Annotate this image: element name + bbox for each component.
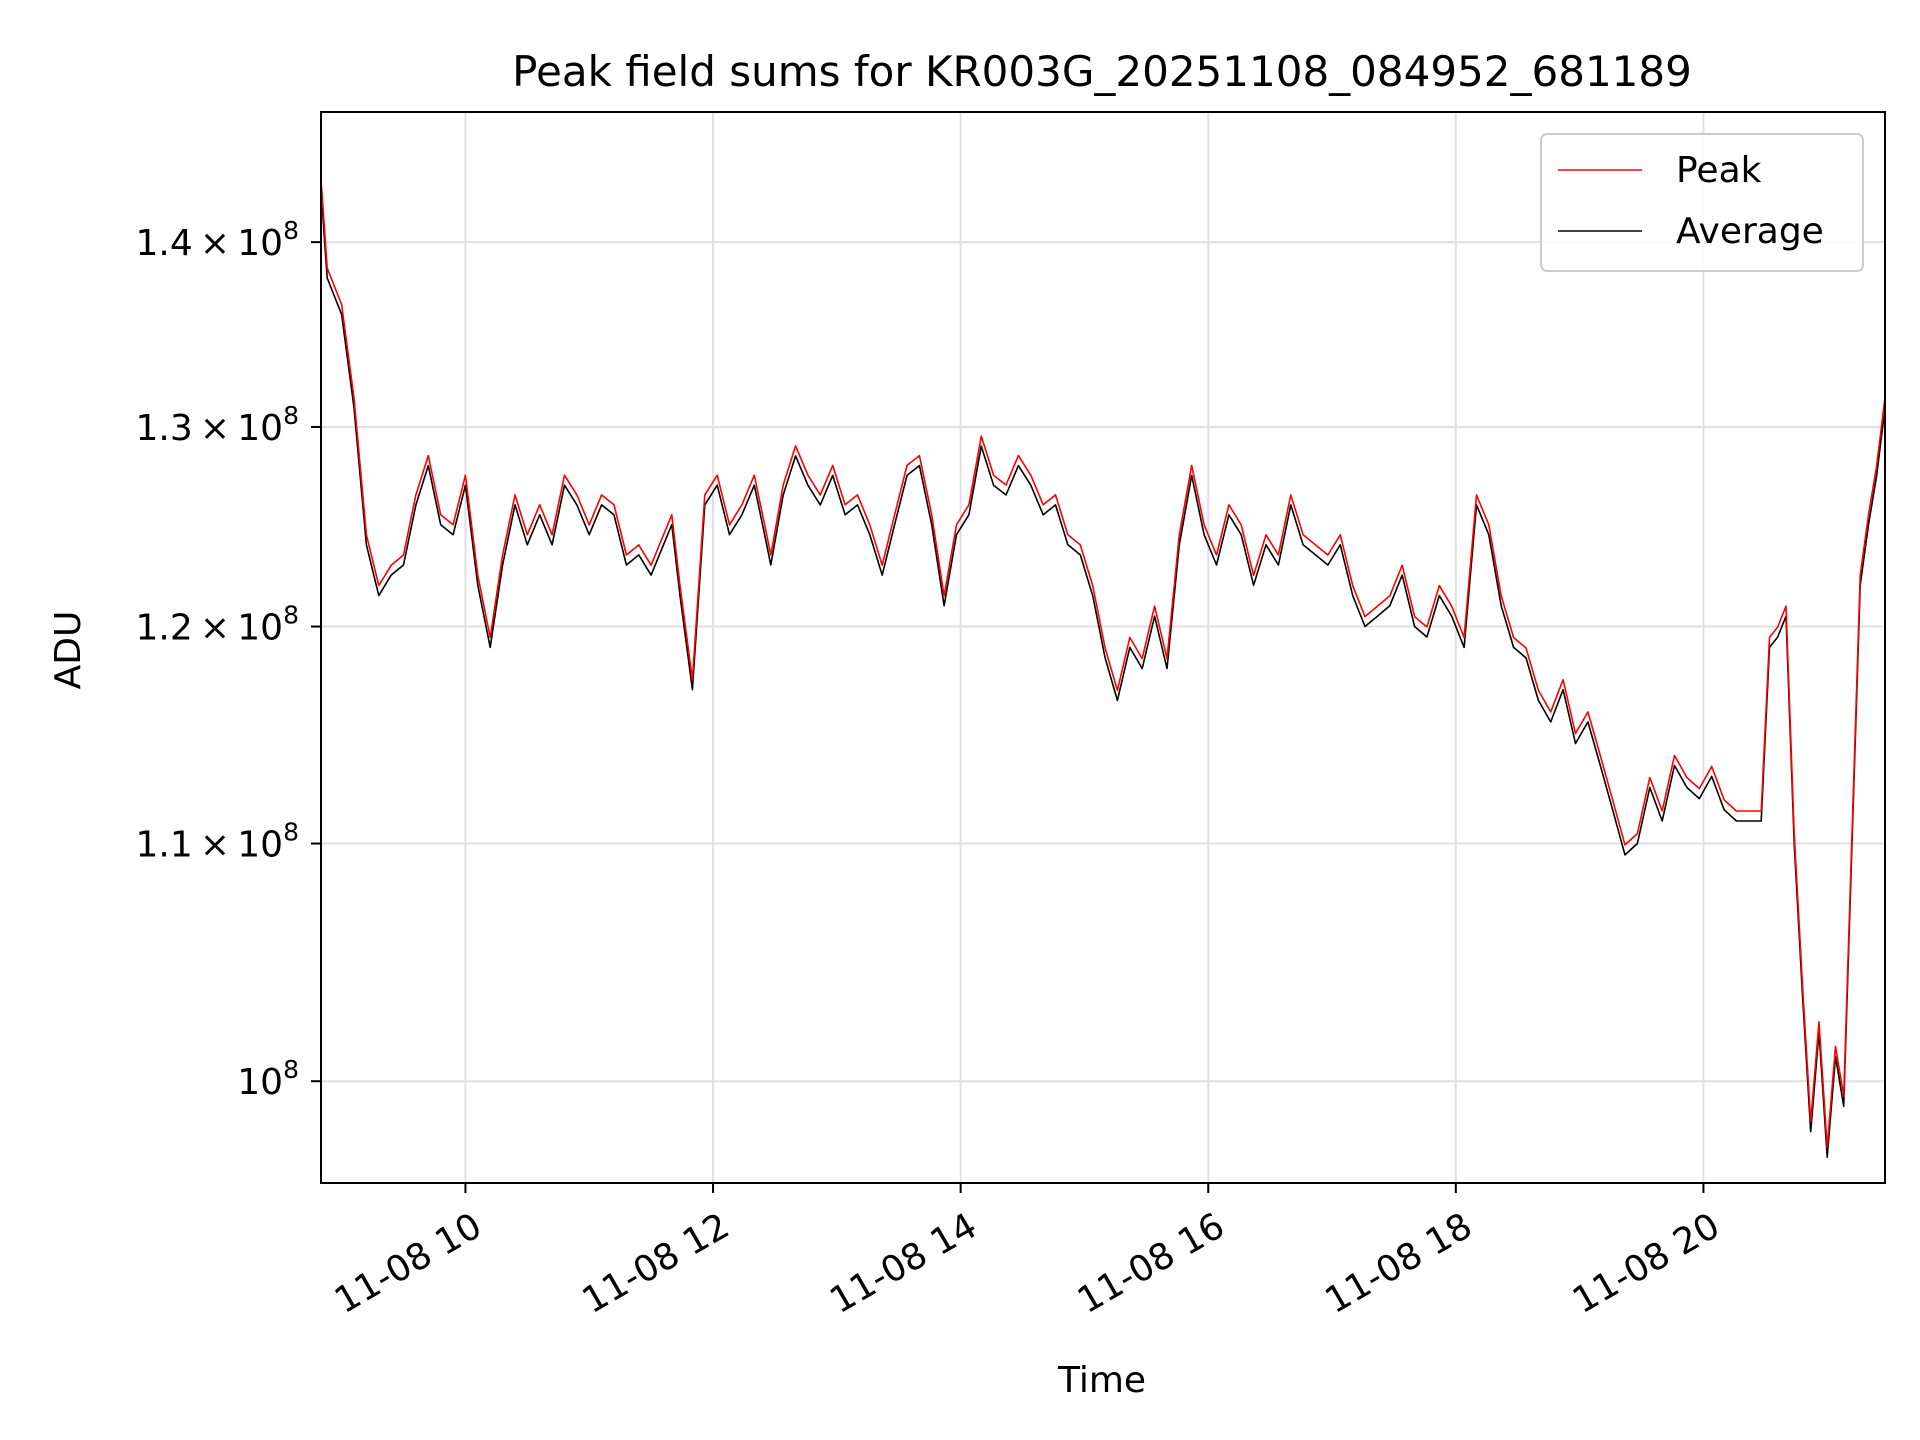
plot-area <box>320 179 1886 1158</box>
chart-title: Peak field sums for KR003G_20251108_0849… <box>512 47 1692 96</box>
series-line-peak <box>320 179 1886 1148</box>
y-tick-label: 1.4 × 108 <box>135 216 299 264</box>
y-tick-label: 1.1 × 108 <box>135 818 299 866</box>
x-axis-label: Time <box>1057 1360 1146 1401</box>
legend-average-label: Average <box>1676 211 1824 252</box>
y-tick-label: 1.2 × 108 <box>135 601 299 649</box>
series-line-average <box>320 189 1886 1158</box>
legend-peak-label: Peak <box>1676 150 1762 191</box>
axes-frame <box>320 111 1886 1184</box>
legend: Peak Average <box>1540 133 1864 272</box>
y-axis-ticks: 1.4 × 108 1.3 × 108 1.2 × 108 1.1 × 108 108 <box>135 216 321 1103</box>
y-tick-label: 108 <box>237 1055 299 1103</box>
legend-box <box>1540 133 1864 272</box>
y-tick-label: 1.3 × 108 <box>135 401 299 449</box>
y-axis-label: ADU <box>48 611 89 690</box>
